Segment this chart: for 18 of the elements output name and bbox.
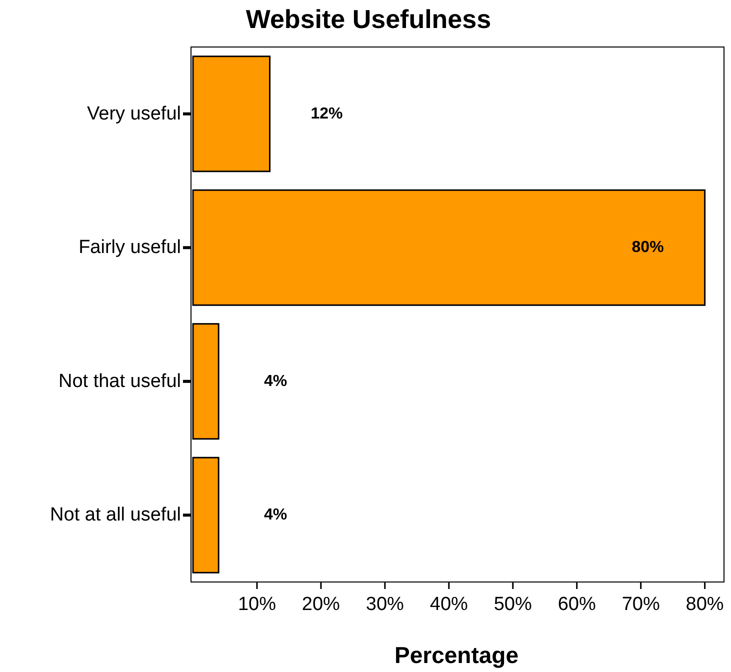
x-tick-label: 20% [302,594,340,615]
chart-title: Website Usefulness [246,4,492,34]
x-tick-label: 30% [366,594,404,615]
x-axis-title: Percentage [394,642,519,668]
x-tick-label: 80% [686,594,724,615]
data-label: 12% [310,105,343,122]
x-tick-label: 10% [238,594,276,615]
y-tick-label: Not that useful [58,370,181,392]
x-tick-label: 50% [494,594,532,615]
x-tick-label: 60% [558,594,596,615]
data-label: 4% [264,506,288,524]
y-tick-label: Not at all useful [50,504,181,526]
data-label: 80% [632,239,664,256]
data-label: 4% [264,372,288,390]
y-tick-label: Very useful [87,103,181,124]
x-tick-label: 40% [430,594,468,615]
y-tick-label: Fairly useful [78,237,181,258]
x-tick-label: 70% [622,594,660,615]
